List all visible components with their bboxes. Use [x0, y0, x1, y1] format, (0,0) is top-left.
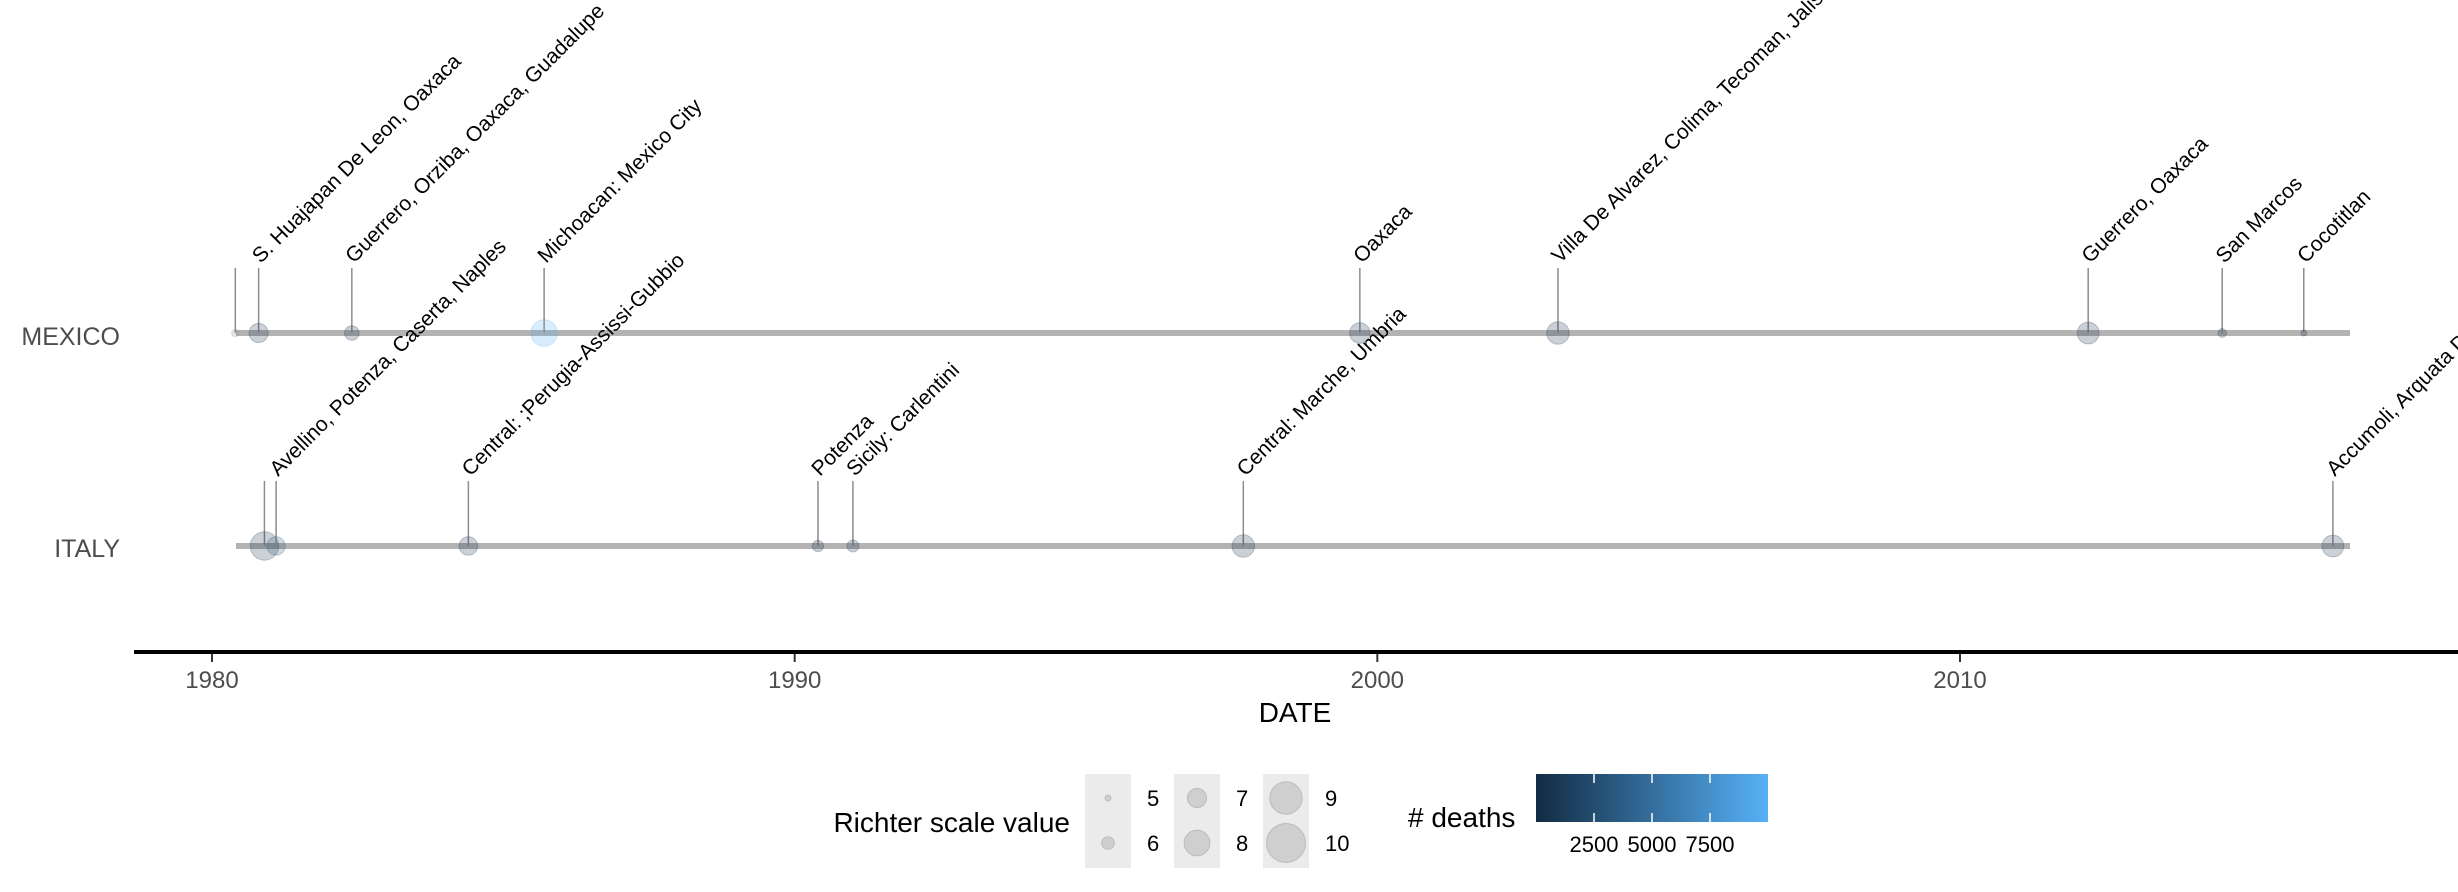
event-label: Central: ;Perugia-Assissi-Gubbio — [458, 249, 690, 481]
event-label: Cocotitlan — [2293, 185, 2375, 267]
x-axis-ticks: 1980 1990 2000 2010 — [185, 654, 1987, 694]
country-label-mexico: MEXICO — [21, 323, 120, 351]
event-mexico-2: Guerrero, Orziba, Oaxaca, Guadalupe — [341, 0, 609, 341]
event-marker — [1546, 321, 1570, 345]
event-marker — [846, 539, 860, 553]
event-marker — [2217, 328, 2228, 338]
size-legend-title: Richter scale value — [833, 807, 1070, 838]
event-italy-15: Accumoli, Arquata Del Tronto — [2321, 272, 2458, 558]
size-legend-circle — [1266, 823, 1306, 863]
x-tick-label: 2010 — [1933, 667, 1986, 694]
event-italy-14: Central: Marche, Umbria — [1231, 302, 1411, 558]
size-legend-label: 5 — [1147, 786, 1159, 811]
event-label: Michoacan: Mexico City — [533, 94, 706, 267]
event-marker — [231, 328, 240, 338]
event-label: Avellino, Potenza, Caserta, Naples — [265, 235, 510, 480]
size-legend-circle — [1183, 829, 1211, 857]
event-italy-10: Avellino, Potenza, Caserta, Naples — [265, 235, 511, 556]
size-legend-label: 6 — [1147, 831, 1159, 856]
event-marker — [249, 531, 280, 561]
size-legend-label: 9 — [1325, 786, 1337, 811]
event-marker — [266, 536, 286, 556]
event-marker — [458, 536, 479, 556]
size-legend-circle — [1104, 794, 1112, 802]
x-tick-label: 2000 — [1351, 667, 1404, 694]
size-legend: 5 6 7 8 9 10 — [1085, 774, 1349, 868]
event-italy-9 — [249, 481, 280, 561]
event-label: Accumoli, Arquata Del Tronto — [2322, 272, 2458, 481]
x-axis-title: DATE — [1259, 697, 1332, 728]
event-marker — [2076, 321, 2100, 345]
event-label: Central: Marche, Umbria — [1233, 302, 1411, 480]
event-marker — [2321, 534, 2345, 558]
event-marker — [344, 325, 360, 341]
event-marker — [248, 322, 269, 344]
color-legend-label: 5000 — [1628, 832, 1677, 857]
event-marker — [811, 539, 825, 553]
size-legend-key-bg — [1085, 774, 1131, 868]
color-legend-label: 7500 — [1686, 832, 1735, 857]
size-legend-circle — [1186, 787, 1208, 809]
country-label-italy: ITALY — [54, 535, 120, 563]
event-italy-12: Potenza — [807, 410, 878, 553]
event-italy-13: Sicily: Carlentini — [842, 359, 964, 553]
event-label: San Marcos — [2211, 172, 2306, 267]
event-marker — [1349, 322, 1371, 344]
event-label: Guerrero, Oaxaca — [2077, 132, 2212, 267]
event-mexico-6: Guerrero, Oaxaca — [2076, 132, 2213, 345]
size-legend-label: 8 — [1236, 831, 1248, 856]
x-tick-label: 1980 — [185, 667, 238, 694]
color-legend-title: # deaths — [1408, 802, 1515, 833]
event-mexico-7: San Marcos — [2211, 172, 2307, 338]
event-label: Villa De Alvarez, Colima, Tecoman, Jalis… — [1547, 0, 1843, 268]
color-legend-label: 2500 — [1570, 832, 1619, 857]
event-marker — [1231, 534, 1256, 558]
size-legend-circle — [1269, 781, 1303, 815]
size-legend-circle — [1101, 836, 1115, 850]
size-legend-label: 10 — [1325, 831, 1349, 856]
x-tick-label: 1990 — [768, 667, 821, 694]
color-legend-ticks: 2500 5000 7500 — [1570, 774, 1735, 857]
event-marker — [530, 319, 558, 347]
event-label: Oaxaca — [1349, 200, 1417, 268]
event-mexico-8: Cocotitlan — [2293, 185, 2375, 337]
event-mexico-5: Villa De Alvarez, Colima, Tecoman, Jalis… — [1546, 0, 1844, 345]
event-italy-11: Central: ;Perugia-Assissi-Gubbio — [458, 249, 690, 556]
event-marker — [2300, 329, 2308, 337]
event-mexico-0 — [231, 268, 240, 338]
size-legend-label: 7 — [1236, 786, 1248, 811]
